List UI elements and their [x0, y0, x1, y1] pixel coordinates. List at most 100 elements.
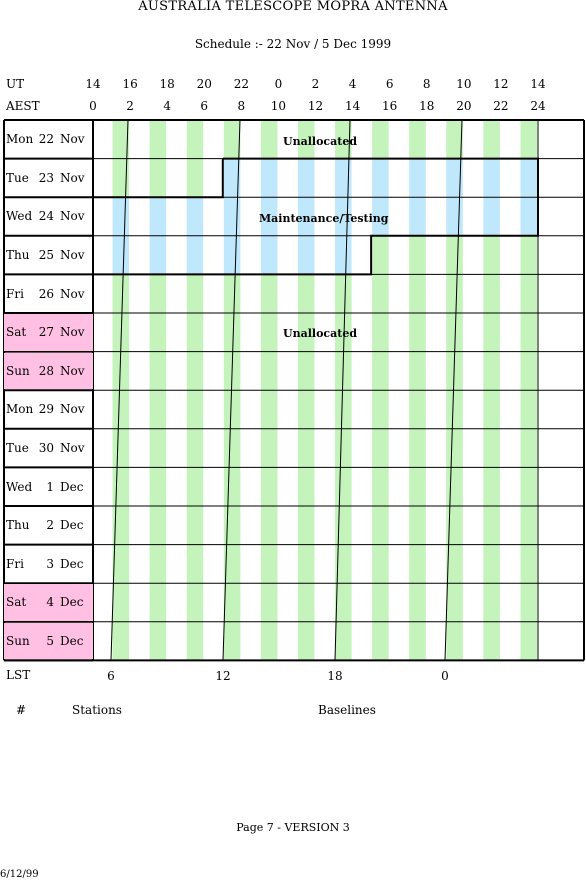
stripe-r13-h23: [520, 621, 537, 661]
day-number: 1: [46, 479, 54, 494]
day-row-5: Sat 27 Nov: [4, 314, 93, 351]
stripe-r12-h17: [409, 583, 426, 622]
ut-axis-label: UT: [6, 77, 25, 91]
stripe-r12-h1: [112, 583, 130, 622]
stripe-r8-h21: [483, 428, 500, 468]
stripe-r9-h13: [335, 467, 352, 506]
stripe-r0-h21: [483, 120, 500, 159]
day-row-0: Mon 22 Nov: [4, 121, 93, 158]
day-of-week: Thu: [6, 248, 30, 263]
aest-hour-5: 10: [270, 99, 287, 113]
stripe-r8-h5: [186, 428, 204, 468]
stripe-r10-h9: [260, 506, 278, 545]
stripe-r8-h19: [446, 428, 463, 468]
day-of-week: Thu: [6, 518, 30, 533]
stripe-r6-h1: [112, 351, 130, 391]
stripe-r11-h15: [372, 544, 389, 584]
month: Nov: [60, 325, 85, 340]
day-number: 22: [38, 132, 54, 147]
stripe-r8-h7: [223, 428, 241, 468]
stripe-r5-h9: [260, 313, 278, 352]
stripe-r7-h23: [520, 390, 537, 429]
stripe-r5-h13: [335, 313, 352, 352]
stripe-r12-h7: [223, 583, 241, 622]
ut-hour-1: 16: [122, 77, 138, 91]
stripe-r10-h13: [335, 506, 352, 545]
ut-hour-12: 14: [530, 77, 546, 91]
stripe-r9-h1: [112, 467, 130, 506]
day-row-1: Tue 23 Nov: [4, 160, 93, 197]
day-number: 26: [38, 286, 54, 301]
stripe-r4-h17: [409, 274, 426, 313]
stripe-r6-h5: [186, 351, 204, 391]
stripe-r8-h11: [297, 428, 315, 468]
stripe-r1-h5: [186, 158, 204, 198]
stripe-r3-h17: [409, 235, 426, 275]
stripe-r12-h5: [186, 583, 204, 622]
stripe-r6-h21: [483, 351, 500, 391]
stripe-r1-h7: [223, 158, 241, 198]
print-date: 6/12/99: [0, 869, 39, 880]
stripe-r0-h19: [446, 120, 463, 159]
aest-hour-7: 14: [344, 99, 361, 113]
stripe-r8-h9: [260, 428, 278, 468]
day-number: 5: [46, 634, 54, 649]
stripe-r2-h5: [186, 197, 204, 236]
lst-tick-1: 12: [215, 669, 231, 683]
ut-hour-9: 8: [422, 77, 431, 91]
stripe-r2-h15: [372, 197, 389, 236]
stripe-r5-h5: [186, 313, 204, 352]
day-number: 27: [38, 325, 54, 340]
lst-tick-2: 18: [327, 669, 343, 683]
month: Nov: [60, 209, 85, 224]
stripe-r1-h13: [335, 158, 352, 198]
day-number: 4: [46, 595, 54, 610]
stripe-r7-h11: [297, 390, 315, 429]
stripe-r1-h3: [149, 158, 167, 198]
stripe-r2-h23: [520, 197, 537, 236]
ut-hour-6: 2: [311, 77, 320, 91]
lst-tick-0: 6: [107, 669, 115, 683]
month: Nov: [60, 286, 85, 301]
stripe-r12-h3: [149, 583, 167, 622]
stripe-r4-h11: [297, 274, 315, 313]
ut-hour-2: 18: [159, 77, 175, 91]
stripe-r6-h23: [520, 351, 537, 391]
stripe-r2-h9: [260, 197, 278, 236]
stripe-r1-h1: [112, 158, 130, 198]
stripe-r11-h13: [335, 544, 352, 584]
stripe-r5-h19: [446, 313, 463, 352]
stripe-r1-h11: [297, 158, 315, 198]
lst-line-0: [110, 119, 129, 661]
stripe-r2-h17: [409, 197, 426, 236]
stripe-r6-h17: [409, 351, 426, 391]
stripe-r7-h21: [483, 390, 500, 429]
stripe-r8-h13: [335, 428, 352, 468]
stripe-r3-h15: [372, 235, 389, 275]
stripe-r9-h15: [372, 467, 389, 506]
stripe-r2-h3: [149, 197, 167, 236]
month: Nov: [60, 170, 85, 185]
unallocated-main-label: Unallocated: [283, 327, 358, 340]
aest-hour-1: 2: [126, 99, 134, 113]
month: Dec: [60, 634, 84, 649]
stripe-r11-h23: [520, 544, 537, 584]
stripe-r11-h5: [186, 544, 204, 584]
stripe-r3-h7: [223, 235, 241, 275]
stripe-r8-h23: [520, 428, 537, 468]
stripe-r0-h9: [260, 120, 278, 159]
stripe-r7-h9: [260, 390, 278, 429]
day-number: 30: [38, 441, 54, 456]
stripe-r8-h1: [112, 428, 130, 468]
stripe-r3-h3: [149, 235, 167, 275]
day-number: 25: [38, 248, 54, 263]
month: Nov: [60, 363, 85, 378]
stripe-r7-h13: [335, 390, 352, 429]
ut-hour-3: 20: [196, 77, 212, 91]
stations-label: Stations: [72, 703, 122, 717]
stripe-r7-h15: [372, 390, 389, 429]
stripe-r0-h1: [112, 120, 130, 159]
stripe-r11-h19: [446, 544, 463, 584]
stripe-r3-h5: [186, 235, 204, 275]
